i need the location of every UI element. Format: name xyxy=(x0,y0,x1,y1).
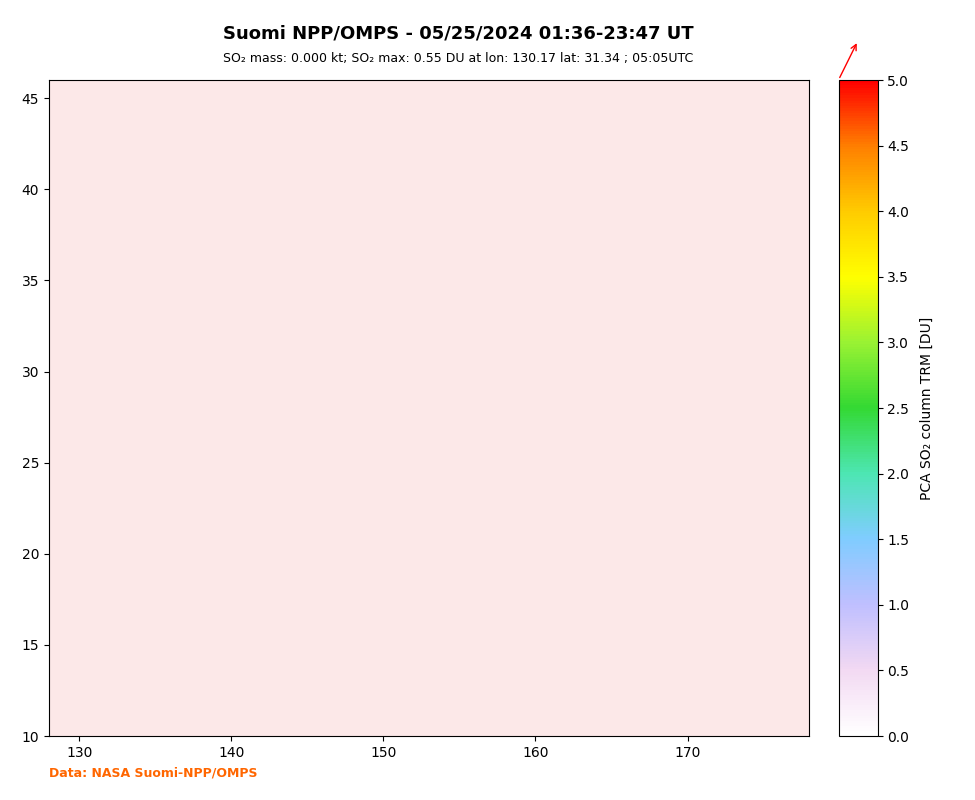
Text: Suomi NPP/OMPS - 05/25/2024 01:36-23:47 UT: Suomi NPP/OMPS - 05/25/2024 01:36-23:47 … xyxy=(223,24,693,42)
Y-axis label: PCA SO₂ column TRM [DU]: PCA SO₂ column TRM [DU] xyxy=(920,316,934,500)
Text: SO₂ mass: 0.000 kt; SO₂ max: 0.55 DU at lon: 130.17 lat: 31.34 ; 05:05UTC: SO₂ mass: 0.000 kt; SO₂ max: 0.55 DU at … xyxy=(223,52,693,65)
Text: Data: NASA Suomi-NPP/OMPS: Data: NASA Suomi-NPP/OMPS xyxy=(49,767,257,780)
